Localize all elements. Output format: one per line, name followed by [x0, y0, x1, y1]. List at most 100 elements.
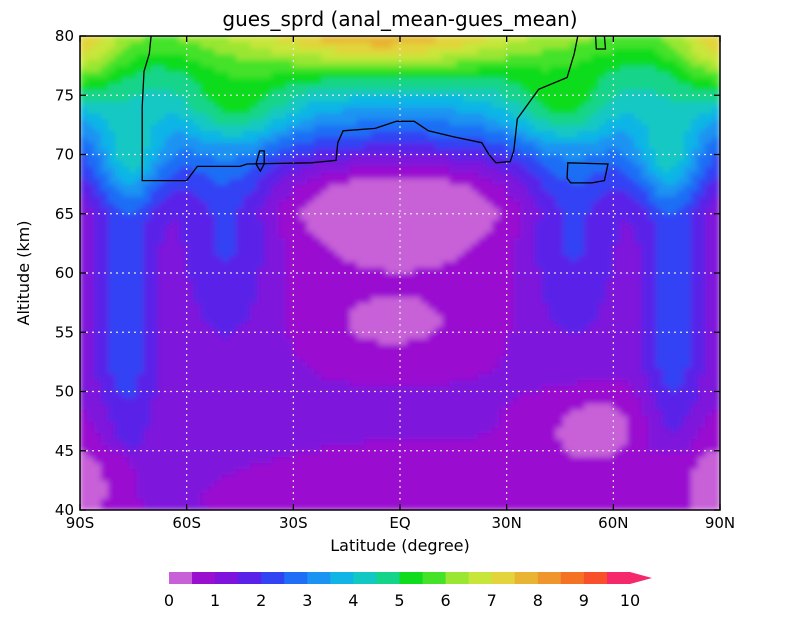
field-cell: [406, 225, 415, 233]
field-cell: [278, 76, 287, 84]
field-cell: [93, 385, 102, 392]
field-cell: [307, 367, 316, 375]
field-cell: [243, 136, 252, 144]
field-cell: [207, 319, 216, 327]
field-cell: [299, 420, 309, 428]
field-cell: [200, 426, 209, 434]
field-cell: [164, 462, 173, 470]
field-cell: [499, 118, 508, 126]
field-cell: [228, 497, 237, 505]
field-cell: [129, 450, 138, 458]
field-cell: [449, 491, 458, 499]
field-cell: [129, 373, 138, 381]
field-cell: [235, 479, 245, 487]
field-cell: [164, 456, 173, 464]
field-cell: [399, 254, 408, 262]
field-cell: [520, 355, 529, 363]
field-cell: [129, 302, 138, 310]
field-cell: [228, 290, 237, 298]
field-cell: [491, 349, 501, 357]
field-cell: [427, 136, 437, 144]
field-cell: [363, 100, 373, 108]
field-cell: [257, 94, 266, 102]
field-cell: [314, 112, 323, 120]
field-cell: [513, 124, 522, 132]
field-cell: [164, 284, 173, 292]
field-cell: [264, 462, 273, 470]
field-cell: [406, 177, 415, 185]
field-cell: [491, 331, 501, 339]
field-cell: [456, 485, 465, 493]
field-cell: [107, 189, 117, 197]
field-cell: [100, 195, 109, 203]
field-cell: [513, 219, 522, 227]
field-cell: [193, 231, 202, 238]
field-cell: [470, 284, 479, 292]
field-cell: [278, 420, 287, 428]
field-cell: [328, 231, 337, 238]
field-cell: [484, 106, 493, 114]
field-cell: [413, 248, 422, 256]
field-cell: [470, 53, 479, 61]
field-cell: [171, 313, 181, 321]
field-cell: [456, 112, 465, 120]
field-cell: [356, 36, 365, 43]
field-cell: [136, 302, 145, 310]
field-cell: [463, 106, 472, 114]
field-cell: [221, 296, 230, 304]
field-cell: [406, 41, 415, 49]
field-cell: [321, 82, 330, 90]
field-cell: [264, 189, 273, 197]
field-cell: [235, 254, 245, 262]
field-cell: [321, 142, 330, 150]
field-cell: [449, 444, 458, 452]
field-cell: [435, 485, 444, 493]
field-cell: [499, 248, 508, 256]
field-cell: [250, 497, 259, 505]
field-cell: [171, 53, 181, 61]
field-cell: [470, 100, 479, 108]
field-cell: [435, 136, 444, 144]
field-cell: [122, 313, 131, 321]
field-cell: [257, 266, 266, 274]
field-cell: [484, 296, 493, 304]
field-cell: [328, 195, 337, 203]
field-cell: [271, 456, 280, 464]
field-cell: [207, 485, 216, 493]
field-cell: [264, 349, 273, 357]
field-cell: [427, 171, 437, 179]
field-cell: [420, 225, 429, 233]
field-cell: [235, 468, 245, 475]
field-cell: [214, 444, 223, 452]
field-cell: [107, 82, 117, 90]
field-cell: [456, 473, 465, 481]
field-cell: [186, 402, 195, 410]
field-cell: [491, 236, 501, 244]
field-cell: [499, 260, 508, 268]
field-cell: [470, 171, 479, 179]
field-cell: [243, 236, 252, 244]
field-cell: [321, 343, 330, 351]
field-cell: [264, 308, 273, 315]
field-cell: [371, 349, 380, 357]
field-cell: [193, 290, 202, 298]
field-cell: [86, 373, 95, 381]
field-cell: [470, 219, 479, 227]
field-cell: [363, 154, 373, 161]
field-cell: [193, 236, 202, 244]
field-cell: [243, 331, 252, 339]
field-cell: [193, 195, 202, 203]
field-cell: [463, 396, 472, 404]
field-cell: [513, 450, 522, 458]
field-cell: [164, 53, 173, 61]
field-cell: [314, 379, 323, 387]
field-cell: [157, 154, 166, 161]
field-cell: [420, 260, 429, 268]
field-cell: [171, 473, 181, 481]
field-cell: [186, 112, 195, 120]
field-cell: [264, 491, 273, 499]
field-cell: [80, 385, 88, 392]
field-cell: [235, 207, 245, 215]
field-cell: [477, 373, 486, 381]
field-cell: [392, 450, 401, 458]
